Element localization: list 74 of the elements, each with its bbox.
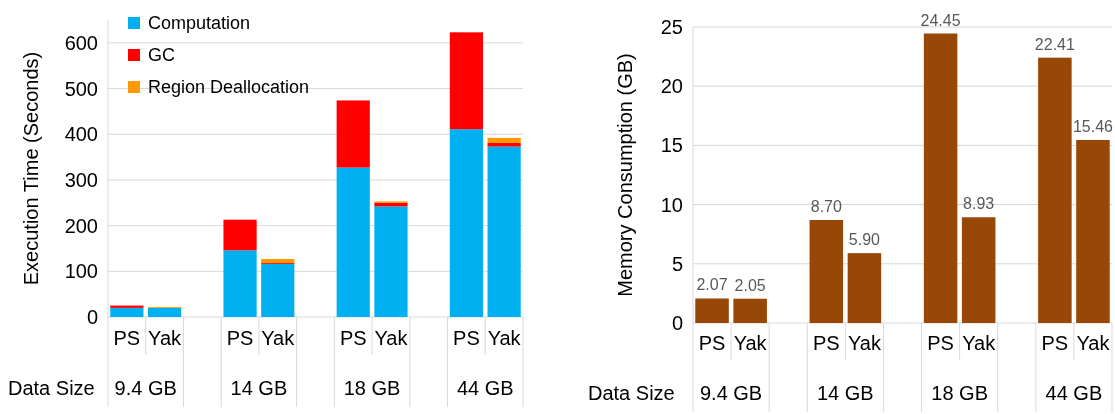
bar <box>923 33 958 323</box>
bar <box>374 206 408 317</box>
data-label: 5.90 <box>848 231 881 249</box>
bar <box>449 32 484 130</box>
data-label: 22.41 <box>1034 35 1075 53</box>
y-tick-label: 5 <box>671 252 683 275</box>
x-tick-label: Yak <box>1076 332 1111 354</box>
data-label: 24.45 <box>920 11 961 29</box>
bar <box>1076 139 1110 323</box>
x-tick-label: PS <box>812 332 840 354</box>
y-tick-label: 400 <box>64 123 98 146</box>
x-tick-label: PS <box>339 327 367 349</box>
text: 18 GB <box>931 382 988 404</box>
bar <box>1038 57 1072 323</box>
x-tick-label: Yak <box>733 332 768 354</box>
y-tick-label: 600 <box>64 31 98 54</box>
y-tick-label: 200 <box>64 214 98 237</box>
x-tick-label: PS <box>226 327 254 349</box>
x-tick-label: PS <box>453 327 480 349</box>
x-tick-label: Yak <box>487 327 522 349</box>
text: 9.4 GB <box>699 382 763 404</box>
x-tick-label: PS <box>927 332 954 354</box>
legend-label: Computation <box>148 13 251 34</box>
y-axis-title: Memory Consumption (GB) <box>614 53 636 297</box>
bar <box>487 142 521 147</box>
bar <box>147 307 182 317</box>
bar <box>487 146 521 317</box>
bar <box>261 258 295 264</box>
y-tick-label: 500 <box>64 77 98 100</box>
text: 14 GB <box>230 377 288 399</box>
bar <box>847 253 882 323</box>
bar <box>733 298 767 323</box>
text: 9.4 GB <box>114 377 177 399</box>
data-label: 8.70 <box>810 197 842 215</box>
x-tick-label: PS <box>1041 332 1069 354</box>
bar <box>223 250 257 317</box>
text: 44 GB <box>456 377 514 399</box>
bar <box>223 219 257 251</box>
x-tick-label: Yak <box>261 327 296 349</box>
x-tick-label: PS <box>113 327 141 349</box>
bar <box>695 298 729 323</box>
bar <box>961 217 996 323</box>
legend-label: Region Deallocation <box>148 77 310 98</box>
x-axis-title: Data Size <box>8 377 95 399</box>
x-tick-label: Yak <box>148 327 183 349</box>
text: 18 GB <box>343 377 401 399</box>
x-tick-label: Yak <box>847 332 882 354</box>
bar <box>809 219 844 323</box>
text: 14 GB <box>817 382 874 404</box>
y-tick-label: 10 <box>660 193 683 216</box>
bar <box>261 264 295 317</box>
x-tick-label: PS <box>698 332 726 354</box>
y-tick-label: 20 <box>660 75 683 98</box>
y-tick-label: 300 <box>64 168 98 191</box>
y-tick-label: 0 <box>671 312 683 334</box>
x-tick-label: Yak <box>962 332 997 354</box>
data-label: 2.05 <box>734 276 766 294</box>
bar <box>110 307 144 317</box>
bar <box>449 129 484 317</box>
bar <box>336 167 370 317</box>
bar <box>336 100 370 168</box>
y-tick-label: 25 <box>660 16 683 38</box>
x-tick-label: Yak <box>374 327 409 349</box>
y-tick-label: 100 <box>64 260 98 283</box>
data-label: 8.93 <box>963 195 995 213</box>
legend-label: GC <box>148 45 175 66</box>
x-axis-title: Data Size <box>588 382 675 404</box>
y-axis-title: Execution Time (Seconds) <box>20 51 42 286</box>
text: 44 GB <box>1045 382 1103 404</box>
bar <box>487 137 521 143</box>
data-label: 15.46 <box>1072 117 1114 135</box>
data-label: 2.07 <box>696 276 728 294</box>
y-tick-label: 0 <box>86 306 98 328</box>
y-tick-label: 15 <box>660 134 683 157</box>
